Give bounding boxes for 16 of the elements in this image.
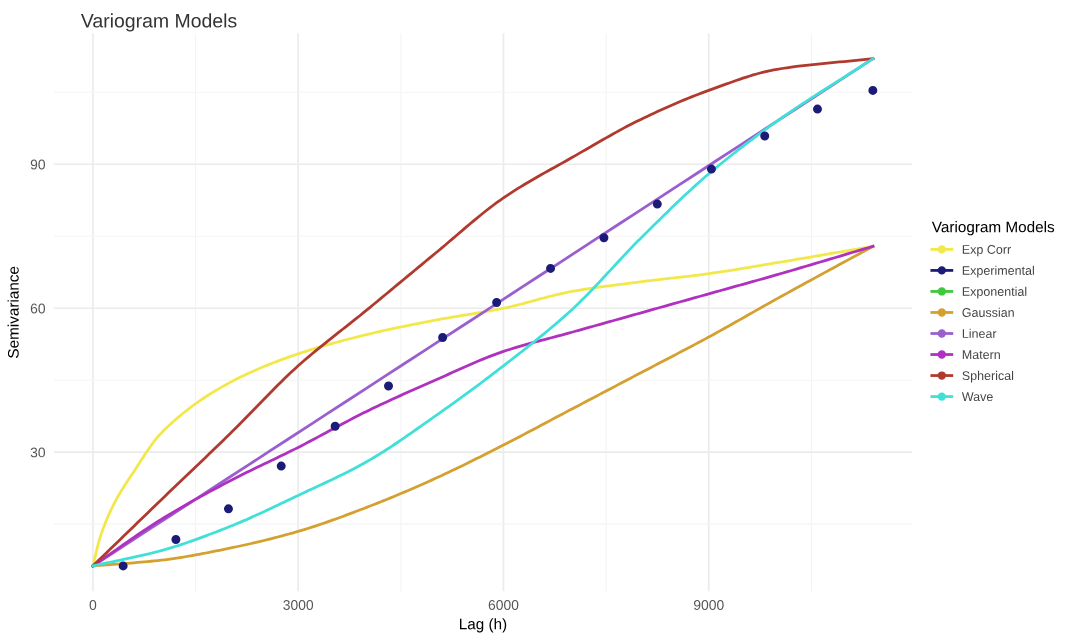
point <box>492 297 502 307</box>
point <box>171 535 181 545</box>
point <box>706 164 716 174</box>
point <box>330 421 340 431</box>
point <box>276 461 286 471</box>
point <box>223 504 233 514</box>
point <box>599 233 609 243</box>
point <box>652 199 662 209</box>
point <box>384 381 394 391</box>
point <box>868 85 878 95</box>
point <box>760 131 770 141</box>
point <box>812 104 822 114</box>
point <box>546 263 556 273</box>
point <box>118 561 128 571</box>
point <box>438 333 448 343</box>
chart-title: Variogram Models <box>80 13 237 32</box>
